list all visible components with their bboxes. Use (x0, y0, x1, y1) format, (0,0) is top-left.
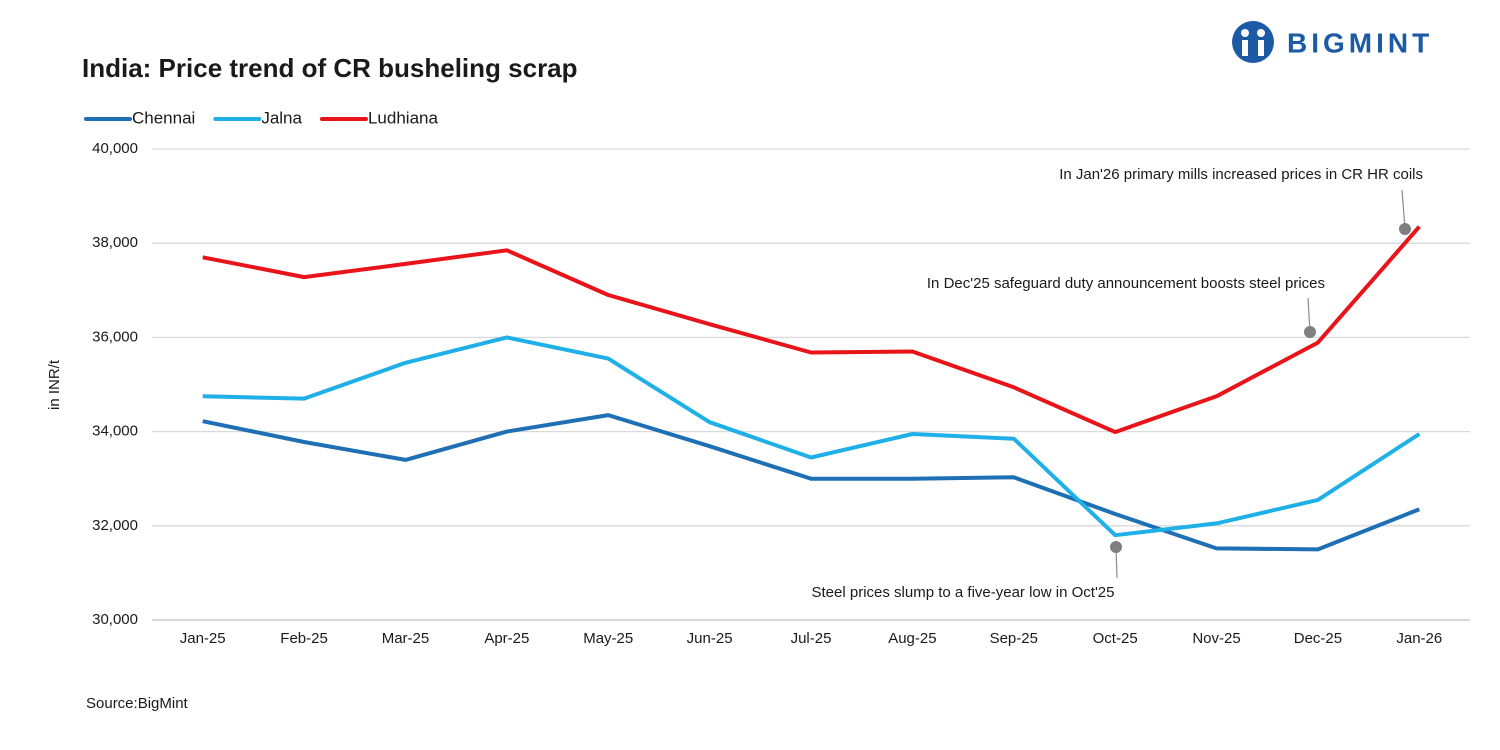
x-tick-label: Aug-25 (888, 630, 936, 647)
series-line (202, 413, 1421, 552)
x-tick-label: Feb-25 (280, 630, 328, 647)
series-line (202, 225, 1421, 435)
y-tick-label: 38,000 (92, 234, 138, 251)
legend-label: Jalna (261, 108, 302, 127)
x-tick-label: Apr-25 (484, 630, 529, 647)
annotation: In Jan'26 primary mills increased prices… (1059, 166, 1423, 183)
annotation-dot (1304, 326, 1316, 338)
annotation-dot (1399, 223, 1411, 235)
source: Source:BigMint (86, 695, 189, 712)
x-tick-label: Jan-25 (180, 630, 226, 647)
annotation-dot (1110, 541, 1122, 553)
logo-icon (1242, 40, 1248, 56)
x-tick-label: Sep-25 (990, 630, 1038, 647)
y-tick-label: 30,000 (92, 611, 138, 628)
y-tick-label: 36,000 (92, 328, 138, 345)
x-tick-label: Oct-25 (1093, 630, 1138, 647)
x-tick-label: Jul-25 (791, 630, 832, 647)
logo-icon (1232, 21, 1274, 63)
logo: BIGMINT (1232, 21, 1433, 63)
x-tick-label: Jun-25 (687, 630, 733, 647)
annotation: Steel prices slump to a five-year low in… (812, 584, 1115, 601)
logo-icon (1258, 40, 1264, 56)
series-line (202, 335, 1421, 538)
x-tick-label: Jan-26 (1396, 630, 1442, 647)
logo-icon (1241, 29, 1249, 37)
chart-title: India: Price trend of CR busheling scrap (82, 53, 578, 83)
x-tick-label: Nov-25 (1192, 630, 1240, 647)
y-tick-label: 40,000 (92, 140, 138, 157)
y-tick-label: 32,000 (92, 517, 138, 534)
x-tick-label: May-25 (583, 630, 633, 647)
y-axis-label: in INR/t (46, 359, 63, 410)
annotation-leader (1401, 189, 1406, 230)
legend-label: Ludhiana (368, 108, 439, 127)
brand: BIGMINT (1287, 27, 1433, 58)
x-tick-label: Mar-25 (382, 630, 430, 647)
logo-icon (1257, 29, 1265, 37)
x-tick-label: Dec-25 (1294, 630, 1342, 647)
annotation: In Dec'25 safeguard duty announcement bo… (927, 275, 1325, 292)
y-tick-label: 34,000 (92, 423, 138, 440)
legend-label: Chennai (132, 108, 195, 127)
